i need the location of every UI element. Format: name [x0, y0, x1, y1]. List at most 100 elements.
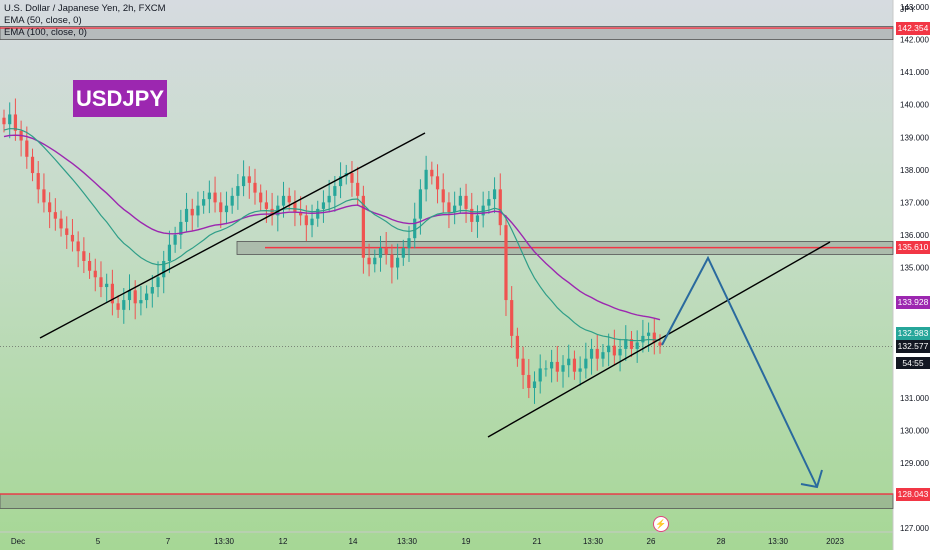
- trendline[interactable]: [487, 241, 831, 438]
- candle-body[interactable]: [629, 339, 634, 349]
- candle-body[interactable]: [230, 195, 234, 206]
- candle-body[interactable]: [321, 202, 326, 209]
- candle-body[interactable]: [453, 205, 457, 213]
- candle-body[interactable]: [264, 202, 268, 209]
- candle-body[interactable]: [25, 140, 29, 157]
- candle-body[interactable]: [441, 189, 445, 203]
- candle-body[interactable]: [407, 238, 411, 248]
- candle-body[interactable]: [390, 254, 394, 268]
- candle-body[interactable]: [338, 176, 343, 187]
- candle-body[interactable]: [567, 358, 571, 366]
- candle-body[interactable]: [219, 202, 223, 213]
- candle-body[interactable]: [196, 205, 200, 216]
- candle-body[interactable]: [430, 169, 434, 177]
- candle-body[interactable]: [207, 192, 211, 200]
- candle-body[interactable]: [247, 176, 251, 183]
- trendline[interactable]: [39, 132, 426, 339]
- candle-body[interactable]: [116, 303, 120, 310]
- candle-body[interactable]: [65, 228, 69, 235]
- candle-body[interactable]: [253, 182, 257, 193]
- candle-body[interactable]: [658, 342, 662, 346]
- candle-body[interactable]: [281, 195, 286, 206]
- candle-body[interactable]: [373, 257, 377, 265]
- candle-body[interactable]: [470, 208, 474, 222]
- candle-body[interactable]: [202, 199, 206, 206]
- candle-body[interactable]: [162, 260, 166, 278]
- candle-body[interactable]: [607, 345, 611, 353]
- candle-body[interactable]: [361, 195, 365, 258]
- candle-body[interactable]: [464, 195, 468, 209]
- candle-body[interactable]: [624, 339, 628, 349]
- candle-body[interactable]: [413, 218, 417, 239]
- ema-50-line[interactable]: [3, 127, 661, 342]
- candle-body[interactable]: [532, 381, 537, 388]
- ema-100-line[interactable]: [3, 134, 661, 321]
- candle-body[interactable]: [487, 199, 491, 206]
- candle-body[interactable]: [30, 156, 35, 174]
- candle-body[interactable]: [418, 189, 423, 219]
- candle-body[interactable]: [424, 169, 428, 190]
- candle-body[interactable]: [435, 176, 440, 190]
- candle-body[interactable]: [378, 247, 383, 258]
- candle-body[interactable]: [133, 290, 137, 304]
- candle-body[interactable]: [555, 361, 559, 372]
- candle-body[interactable]: [641, 335, 645, 343]
- candle-body[interactable]: [179, 221, 183, 235]
- candle-body[interactable]: [110, 283, 114, 304]
- candle-body[interactable]: [76, 241, 80, 252]
- candle-body[interactable]: [99, 277, 103, 288]
- candle-body[interactable]: [498, 189, 502, 226]
- candle-body[interactable]: [270, 208, 274, 216]
- candle-body[interactable]: [224, 205, 229, 213]
- candle-body[interactable]: [93, 270, 97, 278]
- candle-body[interactable]: [8, 114, 12, 125]
- candle-body[interactable]: [184, 208, 189, 222]
- candle-body[interactable]: [241, 176, 246, 187]
- candle-body[interactable]: [139, 300, 143, 304]
- candle-body[interactable]: [646, 332, 651, 336]
- candle-body[interactable]: [396, 257, 400, 268]
- sr-zone[interactable]: [0, 26, 894, 40]
- candle-body[interactable]: [327, 195, 331, 203]
- candle-body[interactable]: [122, 300, 126, 310]
- candle-body[interactable]: [652, 332, 656, 343]
- candle-body[interactable]: [538, 368, 542, 382]
- forecast-path[interactable]: [661, 255, 818, 488]
- candle-body[interactable]: [589, 348, 594, 359]
- candle-body[interactable]: [167, 244, 172, 261]
- candle-body[interactable]: [2, 117, 6, 125]
- candle-body[interactable]: [521, 358, 525, 375]
- candle-body[interactable]: [87, 260, 92, 271]
- candle-body[interactable]: [578, 368, 582, 372]
- sr-zone[interactable]: [0, 493, 894, 509]
- candle-body[interactable]: [561, 365, 565, 372]
- candle-body[interactable]: [572, 358, 577, 372]
- candle-body[interactable]: [515, 335, 519, 359]
- candle-body[interactable]: [310, 218, 314, 226]
- candle-body[interactable]: [447, 202, 451, 213]
- candle-body[interactable]: [458, 195, 462, 206]
- candle-body[interactable]: [492, 189, 497, 200]
- candle-body[interactable]: [595, 348, 599, 359]
- candle-body[interactable]: [510, 300, 514, 336]
- candle-body[interactable]: [236, 186, 240, 196]
- candle-body[interactable]: [59, 218, 63, 229]
- candle-body[interactable]: [550, 361, 554, 369]
- candle-body[interactable]: [293, 202, 297, 213]
- candle-body[interactable]: [173, 234, 177, 245]
- candle-body[interactable]: [612, 345, 616, 356]
- candle-body[interactable]: [367, 257, 371, 265]
- candle-body[interactable]: [475, 215, 480, 222]
- candle-body[interactable]: [299, 212, 303, 216]
- candle-body[interactable]: [527, 374, 531, 388]
- candle-body[interactable]: [259, 192, 263, 203]
- candle-body[interactable]: [504, 225, 508, 301]
- candle-body[interactable]: [13, 114, 18, 131]
- candle-body[interactable]: [304, 215, 308, 226]
- candle-body[interactable]: [287, 195, 291, 203]
- candle-body[interactable]: [213, 192, 217, 203]
- candle-body[interactable]: [384, 247, 388, 255]
- candle-body[interactable]: [544, 368, 548, 370]
